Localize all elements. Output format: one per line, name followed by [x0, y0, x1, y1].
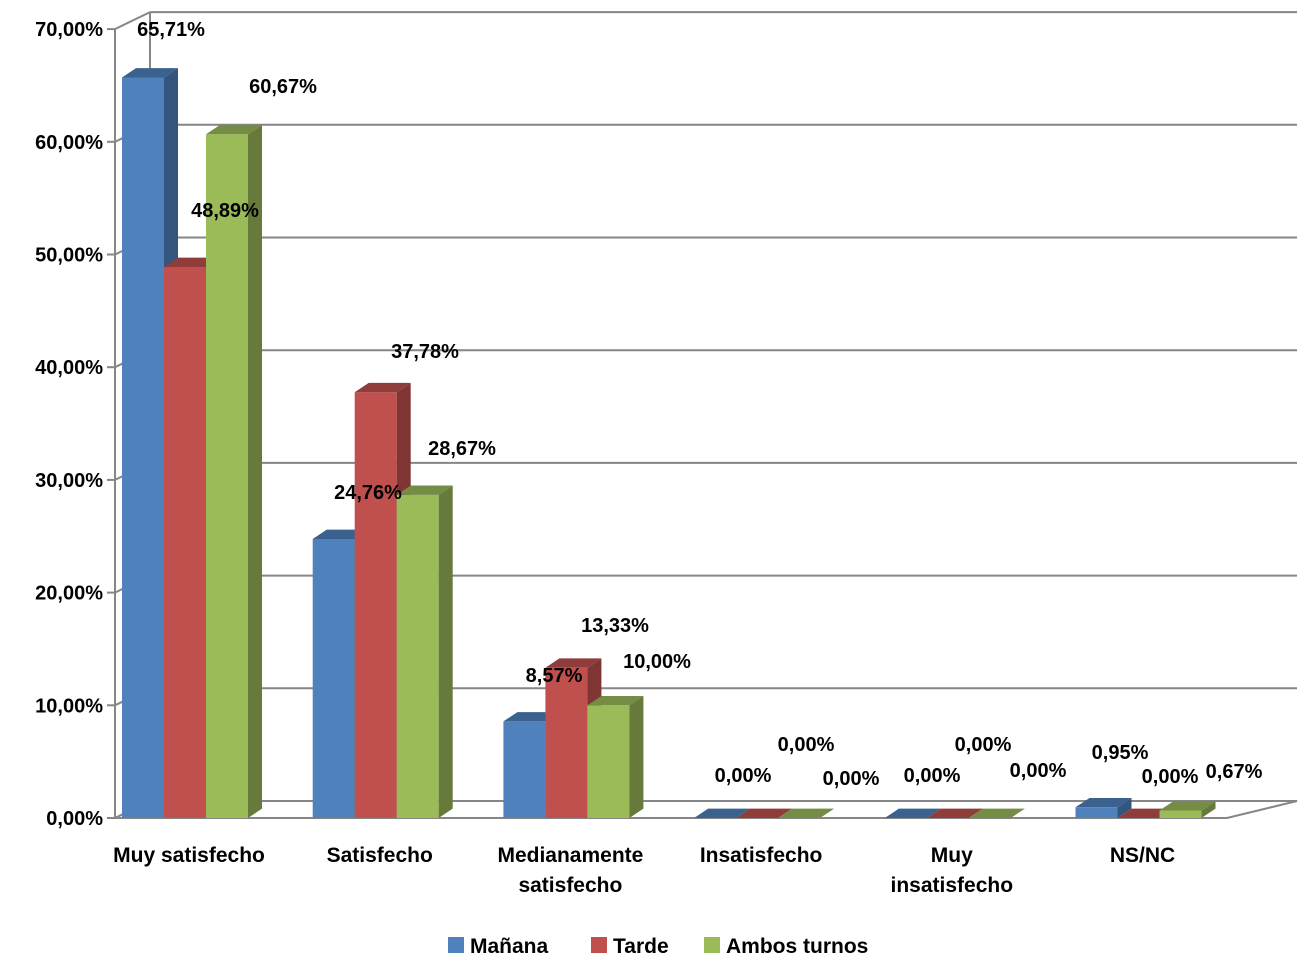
- bars: [122, 68, 1216, 819]
- data-labels: 65,71% 48,89% 60,67% 24,76% 37,78% 28,67% 8,57…: [137, 19, 1262, 790]
- bar-top: [778, 808, 835, 818]
- axes: 0,00% 10,00% 20,00% 30,00% 40,00% 50,00% 60,00…: [35, 19, 1298, 830]
- bar-3-3: [587, 695, 644, 818]
- legend-swatch: [591, 937, 607, 953]
- bar-top: [122, 68, 178, 78]
- legend-item: Ambos turnos: [704, 935, 868, 958]
- data-label: 13,33%: [581, 615, 649, 637]
- bar-side: [629, 695, 644, 818]
- bar-front: [1075, 807, 1118, 818]
- category-label-line: Medianamente: [497, 844, 643, 867]
- data-label: 24,76%: [334, 482, 402, 504]
- bar-4-1: [694, 808, 751, 818]
- bar-top: [968, 808, 1025, 818]
- y-tick-label: 40,00%: [35, 357, 103, 379]
- bar-front: [587, 705, 630, 818]
- legend: Mañana Tarde Ambos turnos: [448, 935, 868, 958]
- y-tick-label: 50,00%: [35, 245, 103, 267]
- bar-6-3: [1159, 801, 1216, 818]
- category-label-line: Muy satisfecho: [113, 844, 265, 867]
- bar-top: [1159, 801, 1216, 811]
- grid: [114, 11, 1297, 819]
- data-label: 65,71%: [137, 19, 205, 41]
- y-tick-label: 0,00%: [46, 808, 103, 830]
- bar-front: [1159, 810, 1202, 818]
- bar-top: [206, 124, 262, 135]
- category-label-line: Insatisfecho: [700, 844, 823, 867]
- y-tick-label: 10,00%: [35, 695, 103, 717]
- category-label-line: satisfecho: [518, 874, 622, 897]
- data-label: 48,89%: [191, 200, 259, 222]
- bar-top: [1075, 797, 1132, 808]
- category-label-line: Satisfecho: [327, 844, 433, 867]
- data-label: 60,67%: [249, 76, 317, 98]
- category-label: NS/NC: [1110, 844, 1175, 867]
- data-label: 0,00%: [904, 765, 961, 787]
- bar-side: [1117, 797, 1132, 818]
- legend-swatch: [704, 937, 720, 953]
- bar-4-3: [778, 808, 835, 818]
- bar-side: [438, 485, 453, 818]
- legend-swatch: [448, 937, 464, 953]
- legend-item: Tarde: [591, 935, 669, 958]
- bar-front: [206, 134, 248, 819]
- bar-top: [545, 658, 602, 668]
- bar-2-3: [396, 485, 453, 818]
- bar-front: [503, 721, 546, 818]
- bar-front: [396, 494, 439, 818]
- data-label: 28,67%: [428, 438, 496, 460]
- data-label: 0,00%: [1010, 760, 1067, 782]
- category-label: Muy satisfecho: [113, 844, 265, 867]
- data-label: 0,67%: [1206, 761, 1263, 783]
- bar-5-1: [884, 808, 941, 818]
- data-label: 0,00%: [955, 734, 1012, 756]
- category-label-line: NS/NC: [1110, 844, 1175, 867]
- data-label: 0,00%: [778, 734, 835, 756]
- bar-front: [164, 267, 206, 818]
- category-labels: Muy satisfecho Satisfecho Medianamente sati…: [113, 844, 1175, 897]
- category-label-line: insatisfecho: [891, 874, 1014, 897]
- legend-label: Ambos turnos: [726, 935, 868, 958]
- bar-front: [122, 77, 164, 818]
- bar-side: [1201, 801, 1216, 818]
- category-label-line: Muy: [931, 844, 973, 867]
- gridline-side: [114, 11, 151, 30]
- bar-top: [354, 382, 411, 393]
- bar-front: [545, 667, 588, 818]
- bar-top: [694, 808, 751, 818]
- category-label: Satisfecho: [327, 844, 433, 867]
- bar-1-3: [206, 124, 262, 819]
- data-label: 10,00%: [623, 651, 691, 673]
- data-label: 37,78%: [391, 341, 459, 363]
- data-label: 0,95%: [1092, 742, 1149, 764]
- bar-side: [248, 124, 262, 818]
- data-label: 8,57%: [526, 665, 583, 687]
- bar-top: [926, 808, 983, 818]
- data-label: 0,00%: [715, 765, 772, 787]
- bar-top: [884, 808, 941, 818]
- y-tick-label: 30,00%: [35, 470, 103, 492]
- data-label: 0,00%: [823, 768, 880, 790]
- legend-item: Mañana: [448, 935, 549, 958]
- bar-front: [312, 538, 355, 818]
- bar-top: [587, 695, 644, 706]
- bar-5-2: [926, 808, 983, 818]
- bar-4-2: [736, 808, 793, 818]
- bar-top: [396, 485, 453, 495]
- legend-label: Mañana: [470, 935, 549, 958]
- data-label: 0,00%: [1142, 766, 1199, 788]
- y-tick-label: 20,00%: [35, 583, 103, 605]
- bar-6-1: [1075, 797, 1132, 818]
- bar-front: [354, 392, 397, 818]
- category-label: Medianamente satisfecho: [497, 844, 643, 897]
- bar-5-3: [968, 808, 1025, 818]
- category-label: Insatisfecho: [700, 844, 823, 867]
- legend-label: Tarde: [613, 935, 669, 958]
- bar-top: [736, 808, 793, 818]
- category-label: Muy insatisfecho: [891, 844, 1014, 897]
- y-tick-label: 60,00%: [35, 132, 103, 154]
- y-tick-label: 70,00%: [35, 19, 103, 41]
